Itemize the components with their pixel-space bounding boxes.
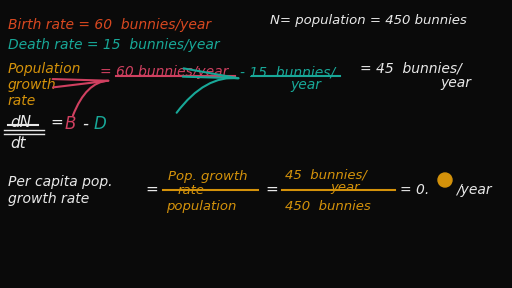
Text: = 45  bunnies/: = 45 bunnies/ xyxy=(360,62,462,76)
Text: growth: growth xyxy=(8,78,57,92)
Text: =: = xyxy=(265,182,278,197)
Text: =: = xyxy=(50,115,63,130)
Text: Birth rate = 60  bunnies/year: Birth rate = 60 bunnies/year xyxy=(8,18,211,32)
Text: = 60 bunnies/year: = 60 bunnies/year xyxy=(100,65,228,79)
Text: 450  bunnies: 450 bunnies xyxy=(285,200,371,213)
Text: dt: dt xyxy=(10,136,26,151)
Text: Per capita pop.: Per capita pop. xyxy=(8,175,113,189)
Text: /year: /year xyxy=(456,183,492,197)
Text: Death rate = 15  bunnies/year: Death rate = 15 bunnies/year xyxy=(8,38,220,52)
Text: rate: rate xyxy=(178,184,205,197)
Text: year: year xyxy=(290,78,321,92)
Text: dN: dN xyxy=(10,115,31,130)
Text: year: year xyxy=(330,181,359,194)
Text: N= population = 450 bunnies: N= population = 450 bunnies xyxy=(270,14,467,27)
Text: 45  bunnies/: 45 bunnies/ xyxy=(285,168,367,181)
Text: growth rate: growth rate xyxy=(8,192,89,206)
Text: Population: Population xyxy=(8,62,81,76)
Circle shape xyxy=(438,173,452,187)
Text: D: D xyxy=(94,115,106,133)
Text: -: - xyxy=(82,115,88,133)
Text: - 15  bunnies/: - 15 bunnies/ xyxy=(240,65,335,79)
Text: =: = xyxy=(145,182,158,197)
Text: = 0.: = 0. xyxy=(400,183,429,197)
Text: population: population xyxy=(166,200,237,213)
Text: rate: rate xyxy=(8,94,36,108)
Text: year: year xyxy=(440,76,471,90)
Text: B: B xyxy=(65,115,76,133)
Text: Pop. growth: Pop. growth xyxy=(168,170,247,183)
